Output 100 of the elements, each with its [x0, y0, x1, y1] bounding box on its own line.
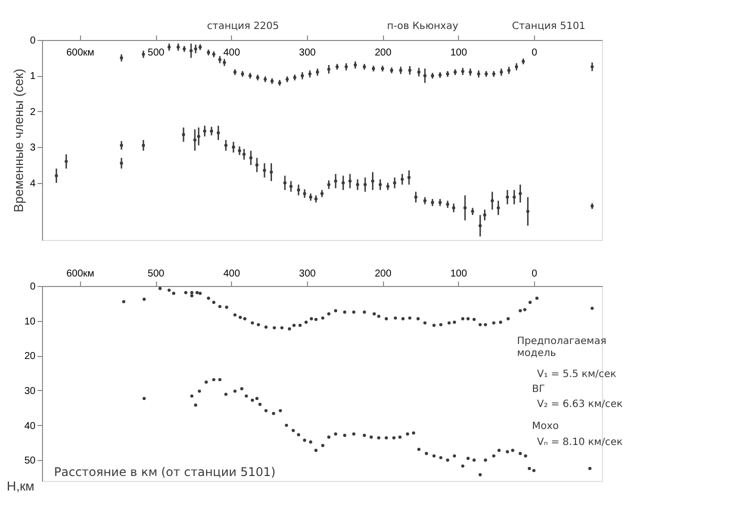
point [392, 436, 396, 440]
point [54, 174, 58, 178]
point [432, 324, 436, 327]
x-tick-label: 300 [299, 268, 316, 280]
point [292, 428, 295, 432]
annotation: V₁ = 5.5 км/сек [537, 369, 616, 380]
point [298, 324, 302, 327]
point [523, 308, 526, 312]
point [314, 448, 318, 452]
point [232, 146, 236, 149]
x-tick-label: 0 [532, 268, 538, 280]
point [518, 309, 522, 312]
point [492, 454, 496, 458]
point [190, 291, 194, 294]
y-tick-label: 3 [30, 142, 36, 154]
point [224, 144, 228, 147]
y-tick-label: 0 [30, 36, 36, 46]
point [142, 298, 146, 301]
point [198, 292, 202, 295]
point [64, 160, 68, 164]
point [384, 436, 388, 440]
point [452, 320, 456, 324]
point [417, 448, 420, 451]
point [210, 129, 214, 133]
y-tick-label: 30 [24, 386, 36, 397]
point [238, 316, 242, 319]
x-tick-label: 600км [66, 48, 94, 58]
point [194, 404, 198, 407]
point [206, 296, 210, 300]
point [393, 181, 396, 184]
text: станция 2205 [207, 21, 279, 32]
point [184, 291, 188, 294]
point [423, 74, 426, 78]
point [377, 314, 380, 318]
point [518, 452, 522, 456]
y-tick-label: 10 [24, 316, 36, 328]
point [218, 304, 222, 308]
point [461, 317, 464, 320]
y-tick-label: 1 [30, 71, 36, 82]
point [212, 300, 216, 304]
point [384, 317, 388, 320]
point [278, 409, 282, 412]
point [264, 409, 268, 412]
point [590, 65, 594, 68]
annotation: Vₙ = 8.10 км/сек [537, 437, 623, 448]
point [466, 317, 470, 320]
point [196, 291, 199, 294]
point [204, 380, 208, 384]
y-tick-label: 4 [30, 178, 36, 190]
point [362, 434, 366, 437]
point [292, 324, 296, 327]
annotation: Предполагаемая модель [517, 336, 606, 359]
point [218, 378, 222, 382]
point [532, 468, 536, 472]
point [310, 317, 313, 320]
text: Станция 5101 [512, 21, 586, 32]
point [398, 436, 402, 439]
point [439, 323, 442, 326]
point [511, 448, 514, 452]
point [348, 179, 352, 183]
point [289, 184, 293, 188]
point [158, 286, 162, 290]
point [321, 444, 324, 448]
point [270, 170, 273, 174]
point [417, 70, 420, 74]
point [172, 292, 176, 295]
point [472, 318, 476, 322]
annotation: ВГ [532, 384, 545, 395]
point [288, 327, 292, 330]
point [498, 448, 501, 452]
point [461, 464, 464, 468]
point [499, 320, 502, 324]
point [478, 224, 482, 228]
point [327, 312, 330, 316]
annotation: V₂ = 6.63 км/сек [537, 399, 623, 410]
point [284, 424, 288, 427]
x-tick-label: 300 [299, 48, 316, 58]
point [250, 398, 254, 402]
point [233, 313, 237, 316]
point [518, 192, 522, 196]
point [256, 323, 260, 326]
x-tick-label: 200 [374, 268, 392, 280]
y-tick-label: 2 [30, 106, 36, 118]
point [224, 392, 228, 396]
point [212, 378, 216, 382]
point [296, 188, 300, 192]
point [512, 196, 516, 199]
point [327, 183, 330, 186]
point [280, 326, 284, 330]
point [448, 321, 451, 324]
x-tick-label: 600км [66, 268, 94, 280]
point [472, 458, 476, 462]
point [424, 452, 428, 456]
point [216, 131, 220, 134]
point [334, 309, 338, 312]
point [439, 456, 442, 460]
point [506, 317, 510, 320]
point [452, 454, 456, 458]
point [452, 206, 456, 210]
point [478, 473, 482, 476]
